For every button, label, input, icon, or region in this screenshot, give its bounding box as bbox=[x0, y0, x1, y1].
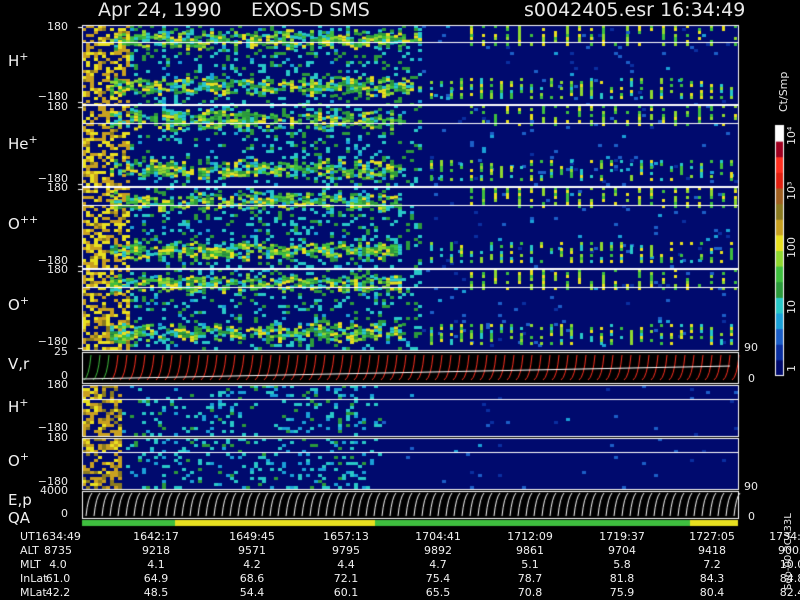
plot-header: Apr 24, 1990 EXOS-D SMS s0042405.esr 16:… bbox=[0, 0, 800, 22]
tick-label: −180 bbox=[37, 172, 68, 185]
ephemeris-value: 9418 bbox=[698, 544, 726, 557]
ephemeris-value: 4.0 bbox=[49, 558, 67, 571]
ephemeris-value: 1649:45 bbox=[229, 530, 275, 543]
colorbar-label: 10³ bbox=[785, 181, 798, 200]
right-tick-label: 90 bbox=[744, 480, 758, 493]
ephemeris-value: 9571 bbox=[238, 544, 266, 557]
header-time: 16:34:49 bbox=[660, 0, 746, 21]
colorbar-unit: Ct/Smp bbox=[777, 71, 790, 112]
ephemeris-value: 1657:13 bbox=[323, 530, 369, 543]
ephemeris-row: MLT 4.0 4.1 4.2 4.4 4.7 5.1 5.8 7.2 10.0 bbox=[0, 558, 800, 572]
ephemeris-value: 42.2 bbox=[45, 586, 71, 599]
ephemeris-value: 75.4 bbox=[425, 572, 451, 585]
ephemeris-row-label: UT bbox=[20, 530, 35, 543]
ephemeris-value: 84.8 bbox=[779, 572, 800, 585]
tick-label: 0 bbox=[61, 507, 68, 520]
ephemeris-row-label: InLat bbox=[20, 572, 48, 585]
panel-label-o-plus-low: O+ bbox=[8, 450, 30, 470]
tick-label: 0 bbox=[61, 369, 68, 382]
tick-label: −180 bbox=[37, 421, 68, 434]
ephemeris-value: 1642:17 bbox=[133, 530, 179, 543]
panel-label-h-plus-low: H+ bbox=[8, 396, 29, 416]
ephemeris-value: 9795 bbox=[332, 544, 360, 557]
ephemeris-row-label: MLat bbox=[20, 586, 47, 599]
panel-label-o-plus-plus: O++ bbox=[8, 213, 39, 233]
tick-label: −180 bbox=[37, 335, 68, 348]
header-instrument: EXOS-D SMS bbox=[251, 0, 370, 21]
ephemeris-value: 9003 bbox=[778, 544, 800, 557]
ephemeris-row: UT 1634:49 1642:17 1649:45 1657:13 1704:41 171… bbox=[0, 530, 800, 544]
ephemeris-value: 4.2 bbox=[243, 558, 261, 571]
ephemeris-value: 9861 bbox=[516, 544, 544, 557]
ephemeris-value: 54.4 bbox=[239, 586, 265, 599]
ephemeris-value: 75.9 bbox=[609, 586, 635, 599]
panel-label-vr: V,r bbox=[8, 355, 30, 373]
colorbar-label: 100 bbox=[785, 237, 798, 258]
header-date: Apr 24, 1990 bbox=[98, 0, 222, 21]
ephemeris-value: 1634:49 bbox=[35, 530, 81, 543]
ephemeris-value: 81.8 bbox=[609, 572, 635, 585]
panel-label-ep: E,p bbox=[8, 491, 32, 509]
ephemeris-value: 4.7 bbox=[429, 558, 447, 571]
ephemeris-value: 65.5 bbox=[425, 586, 451, 599]
ephemeris-value: 1734:33 bbox=[769, 530, 800, 543]
header-file: s0042405.esr bbox=[524, 0, 654, 21]
colorbar-label: 10⁴ bbox=[785, 126, 798, 145]
ephemeris-value: 84.3 bbox=[699, 572, 725, 585]
ephemeris-row: InLat 61.0 64.9 68.6 72.1 75.4 78.7 81.8 84.3 84.… bbox=[0, 572, 800, 586]
colorbar-label: 10 bbox=[785, 300, 798, 314]
ephemeris-value: 5.8 bbox=[613, 558, 631, 571]
tick-label: 180 bbox=[47, 181, 68, 194]
ephemeris-table: UT 1634:49 1642:17 1649:45 1657:13 1704:41 171… bbox=[0, 530, 800, 600]
ephemeris-value: 1719:37 bbox=[599, 530, 645, 543]
tick-label: −180 bbox=[37, 90, 68, 103]
ephemeris-value: 61.0 bbox=[45, 572, 71, 585]
ephemeris-value: 1704:41 bbox=[415, 530, 461, 543]
ephemeris-row: ALT 8735 9218 9571 9795 9892 9861 9704 9418 9003 bbox=[0, 544, 800, 558]
tick-label: 180 bbox=[47, 100, 68, 113]
ephemeris-value: 1712:09 bbox=[507, 530, 553, 543]
ephemeris-value: 1727:05 bbox=[689, 530, 735, 543]
ephemeris-value: 64.9 bbox=[143, 572, 169, 585]
ephemeris-value: 8735 bbox=[44, 544, 72, 557]
tick-label: −180 bbox=[37, 254, 68, 267]
ephemeris-value: 60.1 bbox=[333, 586, 359, 599]
panel-label-he-plus: He+ bbox=[8, 133, 38, 153]
ephemeris-row-label: ALT bbox=[20, 544, 39, 557]
ephemeris-value: 9704 bbox=[608, 544, 636, 557]
tick-label: 180 bbox=[47, 20, 68, 33]
right-tick-label: 0 bbox=[748, 372, 755, 385]
ephemeris-value: 72.1 bbox=[333, 572, 359, 585]
ephemeris-value: 48.5 bbox=[143, 586, 169, 599]
colorbar-label: 1 bbox=[785, 365, 798, 372]
ephemeris-row-label: MLT bbox=[20, 558, 41, 571]
ephemeris-value: 78.7 bbox=[517, 572, 543, 585]
ephemeris-value: 4.1 bbox=[147, 558, 165, 571]
ephemeris-value: 5.1 bbox=[521, 558, 539, 571]
ephemeris-value: 4.4 bbox=[337, 558, 355, 571]
tick-label: 180 bbox=[47, 263, 68, 276]
tick-label: −180 bbox=[37, 475, 68, 488]
tick-label: 180 bbox=[47, 431, 68, 444]
ephemeris-value: 9892 bbox=[424, 544, 452, 557]
ephemeris-value: 9218 bbox=[142, 544, 170, 557]
side-note: Sep-00 2CA33L bbox=[783, 513, 794, 590]
ephemeris-value: 70.8 bbox=[517, 586, 543, 599]
ephemeris-value: 82.4 bbox=[779, 586, 800, 599]
panel-label-h-plus: H+ bbox=[8, 50, 29, 70]
ephemeris-value: 68.6 bbox=[239, 572, 265, 585]
right-tick-label: 90 bbox=[744, 341, 758, 354]
ephemeris-value: 7.2 bbox=[703, 558, 721, 571]
ephemeris-value: 80.4 bbox=[699, 586, 725, 599]
tick-label: 180 bbox=[47, 378, 68, 391]
tick-label: 4000 bbox=[40, 484, 68, 497]
panel-label-qa: QA bbox=[8, 509, 31, 527]
right-tick-label: 0 bbox=[748, 510, 755, 523]
tick-label: 25 bbox=[54, 345, 68, 358]
panel-label-o-plus: O+ bbox=[8, 294, 30, 314]
ephemeris-value: 10.0 bbox=[779, 558, 800, 571]
